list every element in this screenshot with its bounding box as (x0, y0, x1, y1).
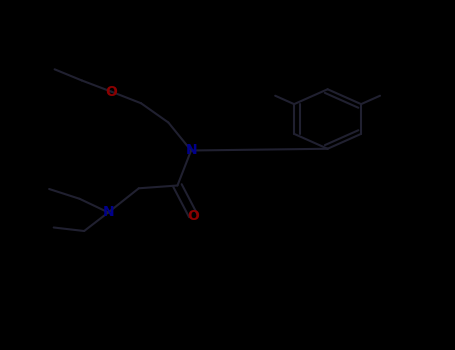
Text: N: N (185, 144, 197, 158)
Text: O: O (106, 85, 117, 99)
Text: N: N (102, 205, 114, 219)
Text: O: O (187, 209, 199, 223)
